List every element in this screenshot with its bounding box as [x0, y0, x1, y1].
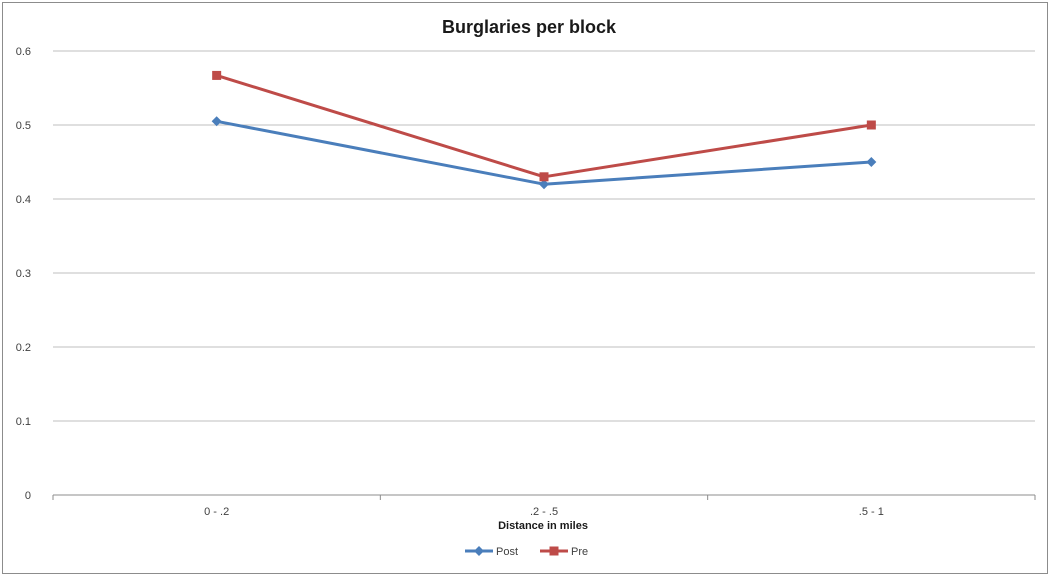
- chart-title: Burglaries per block: [442, 17, 617, 37]
- data-point-pre: [539, 172, 549, 182]
- legend-label-pre: Pre: [571, 546, 588, 558]
- y-tick-label: 0.6: [16, 46, 31, 58]
- x-axis-tick-labels: 0 - .2 .2 - .5 .5 - 1: [52, 495, 1036, 518]
- data-point-post: [211, 116, 222, 127]
- y-tick-label: 0.2: [16, 342, 31, 354]
- legend-label-post: Post: [496, 546, 518, 558]
- series-lines: [211, 70, 877, 190]
- legend-marker-pre: [549, 546, 559, 556]
- series-line-pre: [216, 73, 872, 179]
- x-axis-title: Distance in miles: [498, 520, 588, 532]
- y-tick-label: 0: [25, 490, 31, 502]
- data-point-post: [866, 157, 877, 167]
- x-tick-label: 0 - .2: [204, 506, 229, 518]
- legend-marker-post: [474, 546, 484, 556]
- data-point-pre: [212, 70, 222, 80]
- y-tick-label: 0.5: [16, 120, 31, 132]
- x-tick-label: .5 - 1: [859, 506, 884, 518]
- y-tick-label: 0.3: [16, 268, 31, 280]
- line-chart: Burglaries per block 0 0.1 0.2 0.3 0.4 0.5 0.6…: [16, 17, 1036, 558]
- data-point-pre: [866, 120, 876, 130]
- y-axis-tick-labels: 0 0.1 0.2 0.3 0.4 0.5 0.6: [16, 46, 31, 502]
- legend: Post Pre: [465, 546, 588, 558]
- data-point-post: [539, 179, 549, 190]
- gridlines: [53, 50, 1035, 496]
- y-tick-label: 0.4: [16, 194, 31, 206]
- y-tick-label: 0.1: [16, 416, 31, 428]
- x-tick-label: .2 - .5: [530, 506, 558, 518]
